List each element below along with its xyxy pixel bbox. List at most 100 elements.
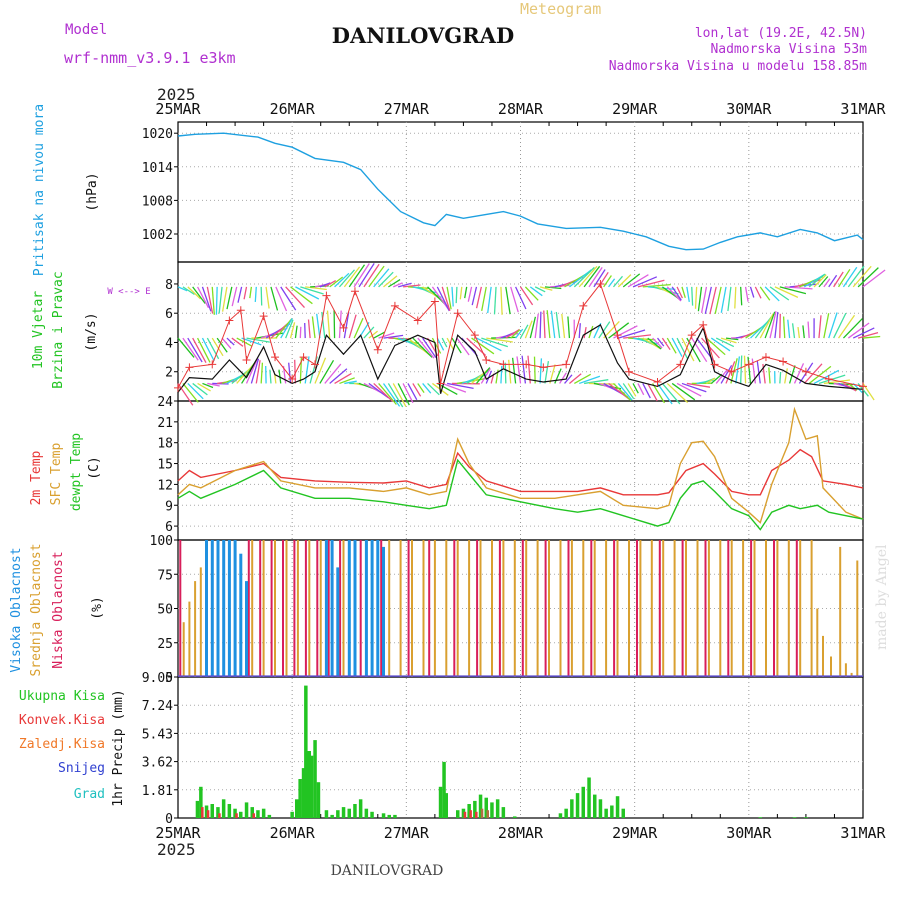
wind-arrow	[842, 318, 863, 339]
mid-cloud-bar	[388, 540, 391, 677]
precip-ylabel: 1hr Precip (mm)	[111, 689, 126, 806]
total-precip-bar	[444, 793, 448, 818]
wind-arrow	[740, 286, 743, 306]
high-cloud-bar	[324, 540, 328, 677]
convective-precip-bar	[469, 810, 472, 818]
wind-arrow	[561, 313, 566, 339]
low-cloud-bar	[428, 540, 431, 677]
mid-cloud-bar	[830, 656, 832, 677]
wind-arrow	[471, 286, 478, 306]
wind-arrow	[787, 319, 791, 339]
wind-arrow	[837, 268, 851, 288]
total-precip-bar	[792, 817, 797, 818]
wind-arrow	[578, 323, 581, 339]
high-cloud-bar	[370, 540, 374, 677]
wind-arrow	[311, 316, 316, 339]
wind-arrow	[344, 380, 357, 385]
pressure-unit: (hPa)	[85, 172, 100, 211]
mid-cloud-bar	[445, 540, 448, 677]
pressure-line	[177, 132, 864, 251]
low-cloud-bar	[636, 540, 638, 677]
y-tick-label: 15	[157, 458, 173, 473]
total-precip-bar	[473, 800, 477, 818]
wind-arrow	[544, 361, 550, 384]
wind-gust-marker	[801, 367, 810, 376]
y-tick-label: 75	[157, 568, 173, 583]
x-tick-label-bottom: 30MAR	[726, 824, 772, 842]
wind-gust-marker	[482, 356, 491, 365]
wind-arrow	[358, 263, 375, 288]
wind-arrow	[706, 377, 716, 384]
y-tick-label: 1020	[142, 127, 173, 142]
mid-cloud-bar	[296, 540, 299, 677]
wind-arrow	[808, 365, 832, 384]
y-tick-label: 24	[157, 395, 173, 410]
wind-arrow	[493, 286, 497, 315]
wind-arrow	[431, 337, 442, 354]
wind-arrow	[617, 274, 632, 288]
wind-arrow	[725, 361, 736, 384]
wind-arrow	[211, 286, 215, 315]
y-tick-label: 9	[165, 499, 173, 514]
high-cloud-bar	[210, 540, 214, 677]
wind-arrow	[681, 382, 707, 393]
wind-arrow	[740, 355, 743, 384]
wind-arrow	[710, 337, 731, 352]
total-precip-bar	[295, 799, 299, 818]
mid-cloud-bar	[810, 540, 813, 677]
wind-arrow	[852, 327, 875, 339]
mid-cloud-bar	[650, 540, 653, 677]
wind-arrow	[727, 286, 732, 312]
sfc-ylabel: SFC Temp	[49, 443, 64, 506]
wind-arrow	[290, 286, 313, 305]
convective-precip-bar	[475, 811, 478, 818]
wind-arrow	[603, 320, 620, 339]
wind-arrow	[504, 362, 507, 384]
wind-arrow	[285, 286, 305, 309]
mid-cloud-bar	[730, 540, 733, 677]
wind-arrow	[241, 337, 262, 346]
high-cloud-bar	[222, 540, 226, 677]
low-cloud-bar	[795, 540, 798, 677]
wind-arrow	[759, 286, 771, 301]
mid-cloud-bar	[839, 546, 842, 677]
x-tick-label-top: 26MAR	[270, 100, 316, 118]
mid-cloud-bar	[274, 540, 276, 677]
wind-arrow	[451, 286, 454, 307]
mid-cloud-bar	[285, 540, 288, 677]
wind-arrow	[254, 286, 257, 302]
wind-gust-marker	[208, 360, 217, 369]
wind-arrow	[265, 286, 270, 309]
wind-arrow	[519, 324, 529, 339]
wind-gust-marker	[436, 379, 445, 388]
wind-arrow	[603, 275, 612, 288]
y-tick-label: 4	[165, 336, 173, 351]
wind-arrow	[598, 321, 611, 339]
mid-cloud-bar	[456, 540, 459, 677]
total-precip-bar	[298, 779, 302, 818]
legend-snow: Snijeg	[58, 761, 105, 776]
wind-arrow	[237, 286, 243, 303]
wind-arrow	[769, 286, 790, 301]
wind-arrow	[511, 357, 517, 384]
total-precip-bar	[210, 804, 214, 818]
mid-cloud-bar	[491, 540, 493, 677]
wind-arrow	[813, 274, 827, 288]
mid-cloud-bar	[433, 540, 436, 677]
wind-arrow	[329, 368, 348, 384]
wind-arrow	[378, 383, 397, 405]
wind-arrow	[221, 337, 232, 350]
low-cloud-bar	[773, 540, 775, 677]
chart-marks: 1002100810141020246869121518212402550751…	[142, 100, 887, 842]
low-cloud-bar	[179, 540, 182, 677]
total-precip-bar	[244, 802, 249, 818]
wind-arrow	[201, 337, 215, 362]
wind-gust-marker	[390, 301, 399, 310]
wind-arrow	[857, 267, 879, 288]
wind-arrow	[637, 383, 645, 396]
wind-arrow	[334, 372, 352, 385]
wind-arrow	[720, 286, 727, 313]
mid-cloud-bar	[502, 540, 505, 677]
mid-cloud-bar	[605, 540, 608, 677]
y-tick-label: 0	[165, 671, 173, 686]
